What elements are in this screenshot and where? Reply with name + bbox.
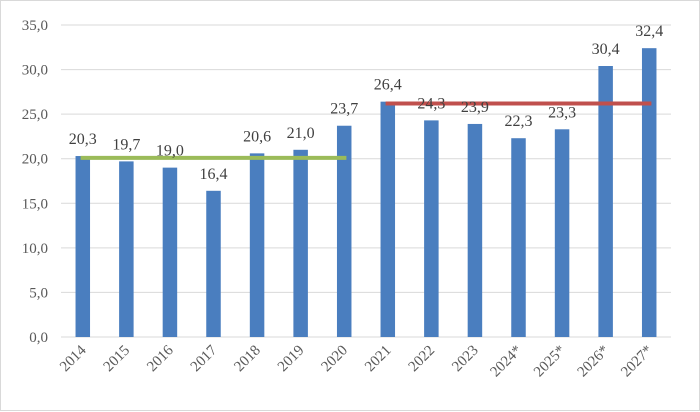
data-label: 30,4 [592,41,620,58]
bar [641,48,657,337]
data-label: 32,4 [635,23,663,40]
y-axis-tick-labels: 0,0 5,0 10,0 15,0 20,0 25,0 30,0 35,0 [22,18,48,346]
data-label: 24,3 [417,95,445,112]
y-tick-label: 15,0 [22,196,48,212]
x-tick-label: 2016 [144,342,177,375]
data-labels: 20,3 19,7 19,0 16,4 20,6 21,0 23,7 26,4 24,3 23,9… [69,23,663,183]
data-label: 23,3 [548,104,576,121]
x-tick-label: 2017 [188,342,221,375]
data-label: 20,3 [69,131,97,148]
data-label: 20,6 [243,128,271,145]
y-tick-label: 5,0 [29,285,48,301]
data-label: 23,9 [461,99,489,116]
data-label: 21,0 [287,125,315,142]
x-tick-label: 2022 [406,343,439,376]
bar [119,161,134,337]
bar [467,123,483,337]
y-tick-label: 0,0 [29,330,48,346]
data-label: 19,7 [112,136,140,153]
data-label: 19,0 [156,143,184,160]
y-tick-label: 10,0 [22,241,48,257]
bar [336,125,352,337]
y-tick-label: 25,0 [22,107,48,123]
data-label: 22,3 [505,113,533,130]
bar [75,156,91,337]
x-tick-label: 2025* [531,343,569,381]
x-tick-label: 2021 [362,343,395,376]
bar [249,153,265,337]
x-axis-tick-labels: 2014 2015 2016 2017 2018 2019 2020 2021 2022 2023… [57,342,656,380]
x-tick-label: 2027* [618,343,656,381]
x-tick-label: 2014 [57,342,90,375]
y-tick-label: 30,0 [22,63,48,79]
bar [598,66,613,338]
data-label: 26,4 [374,77,402,94]
data-label: 16,4 [200,166,228,183]
x-tick-label: 2024* [487,343,525,381]
x-tick-label: 2019 [275,343,308,376]
x-tick-label: 2023 [449,343,482,376]
x-tick-label: 2015 [101,343,134,376]
bar [162,167,178,337]
bar [206,190,221,337]
data-label: 23,7 [330,101,358,118]
gridlines [61,24,671,338]
bar [554,129,570,337]
x-tick-label: 2018 [231,343,264,376]
bar [511,138,526,337]
reference-lines [80,101,652,160]
bar [424,120,439,337]
bar [293,149,308,337]
bars [75,48,657,338]
x-tick-label: 2026* [575,343,613,381]
x-tick-label: 2020 [319,343,352,376]
bar [380,101,396,337]
y-tick-label: 20,0 [22,152,48,168]
y-tick-label: 35,0 [22,18,48,34]
